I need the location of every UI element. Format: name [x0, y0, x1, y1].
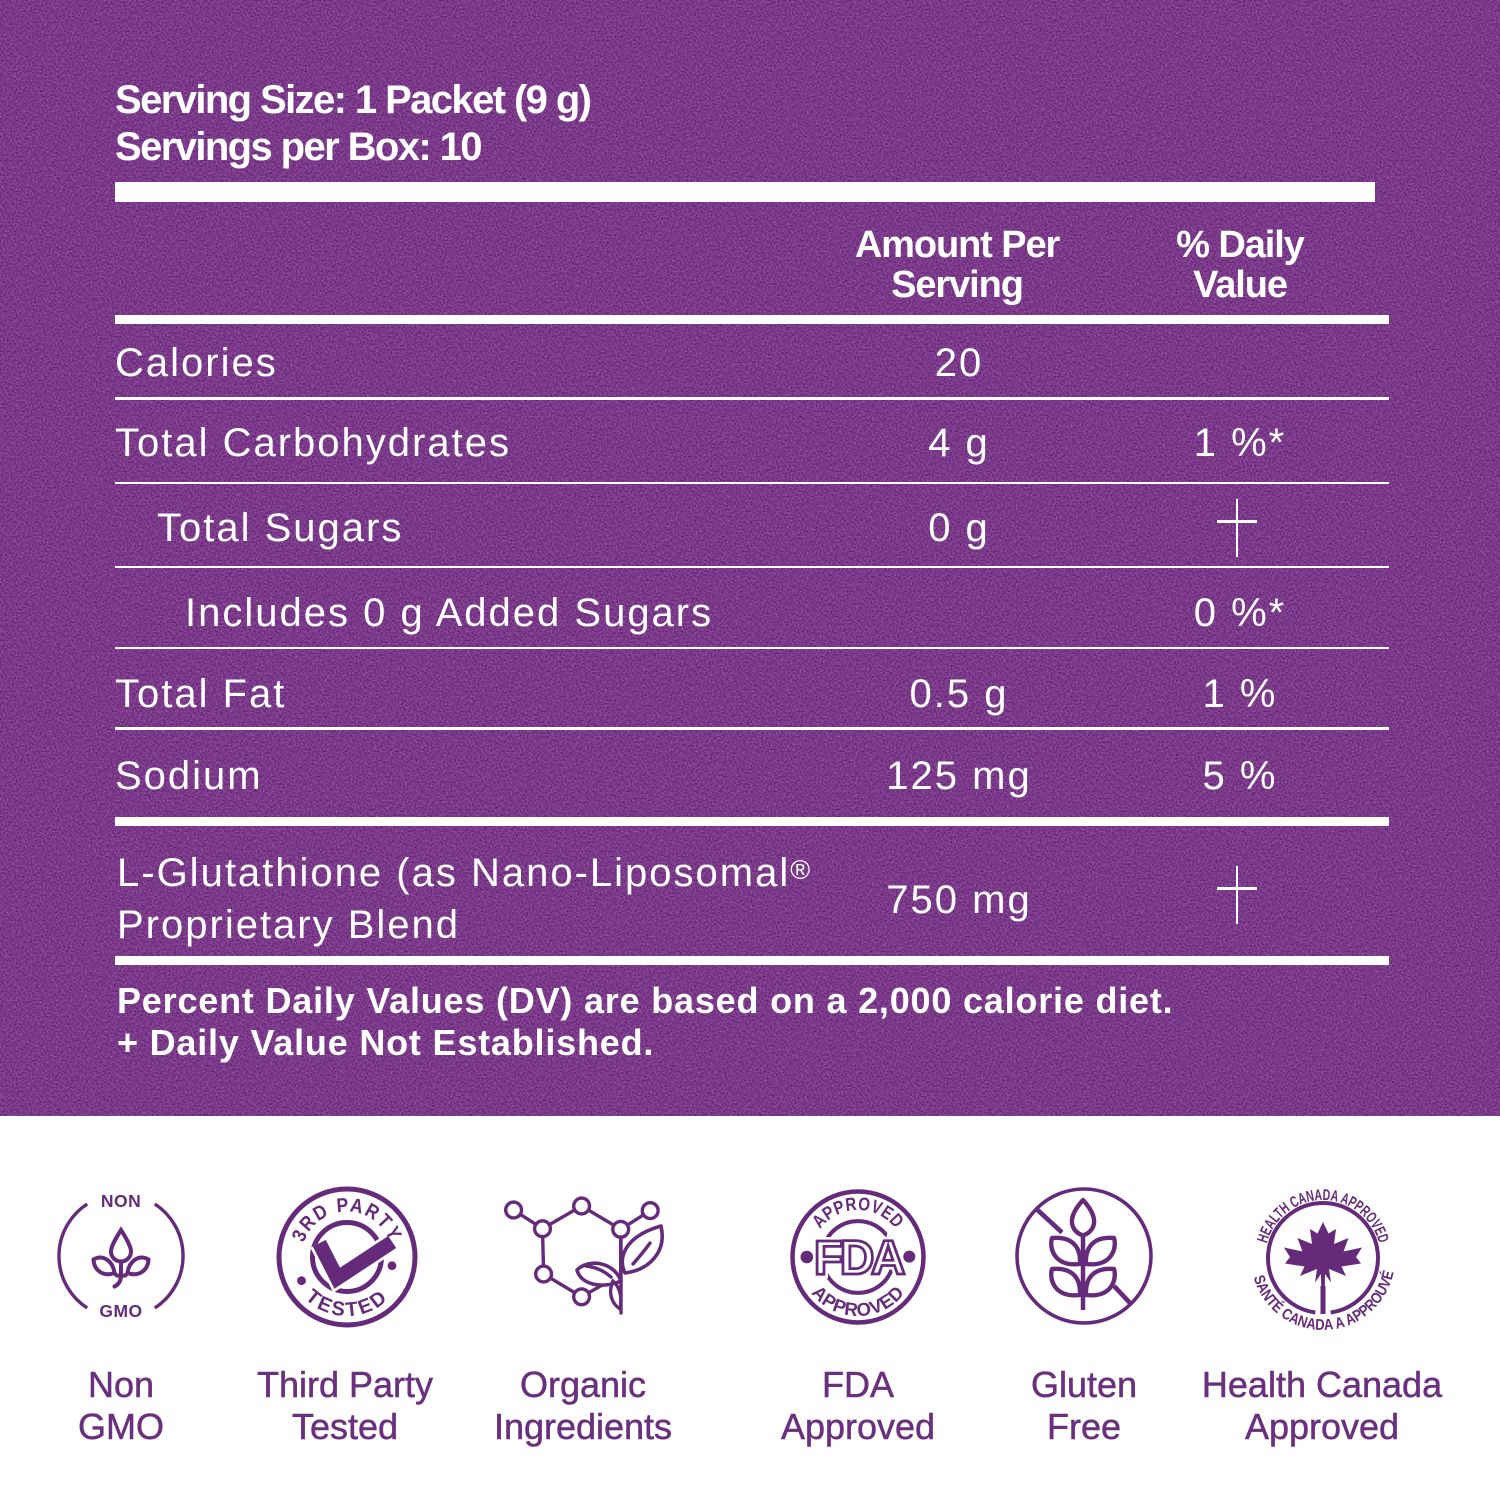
- svg-text:FDA: FDA: [814, 1232, 905, 1285]
- svg-text:APPROVED: APPROVED: [807, 1193, 908, 1232]
- svg-text:NON: NON: [101, 1191, 141, 1211]
- svg-text:GMO: GMO: [99, 1301, 142, 1321]
- svg-text:FDA: FDA: [814, 1232, 905, 1285]
